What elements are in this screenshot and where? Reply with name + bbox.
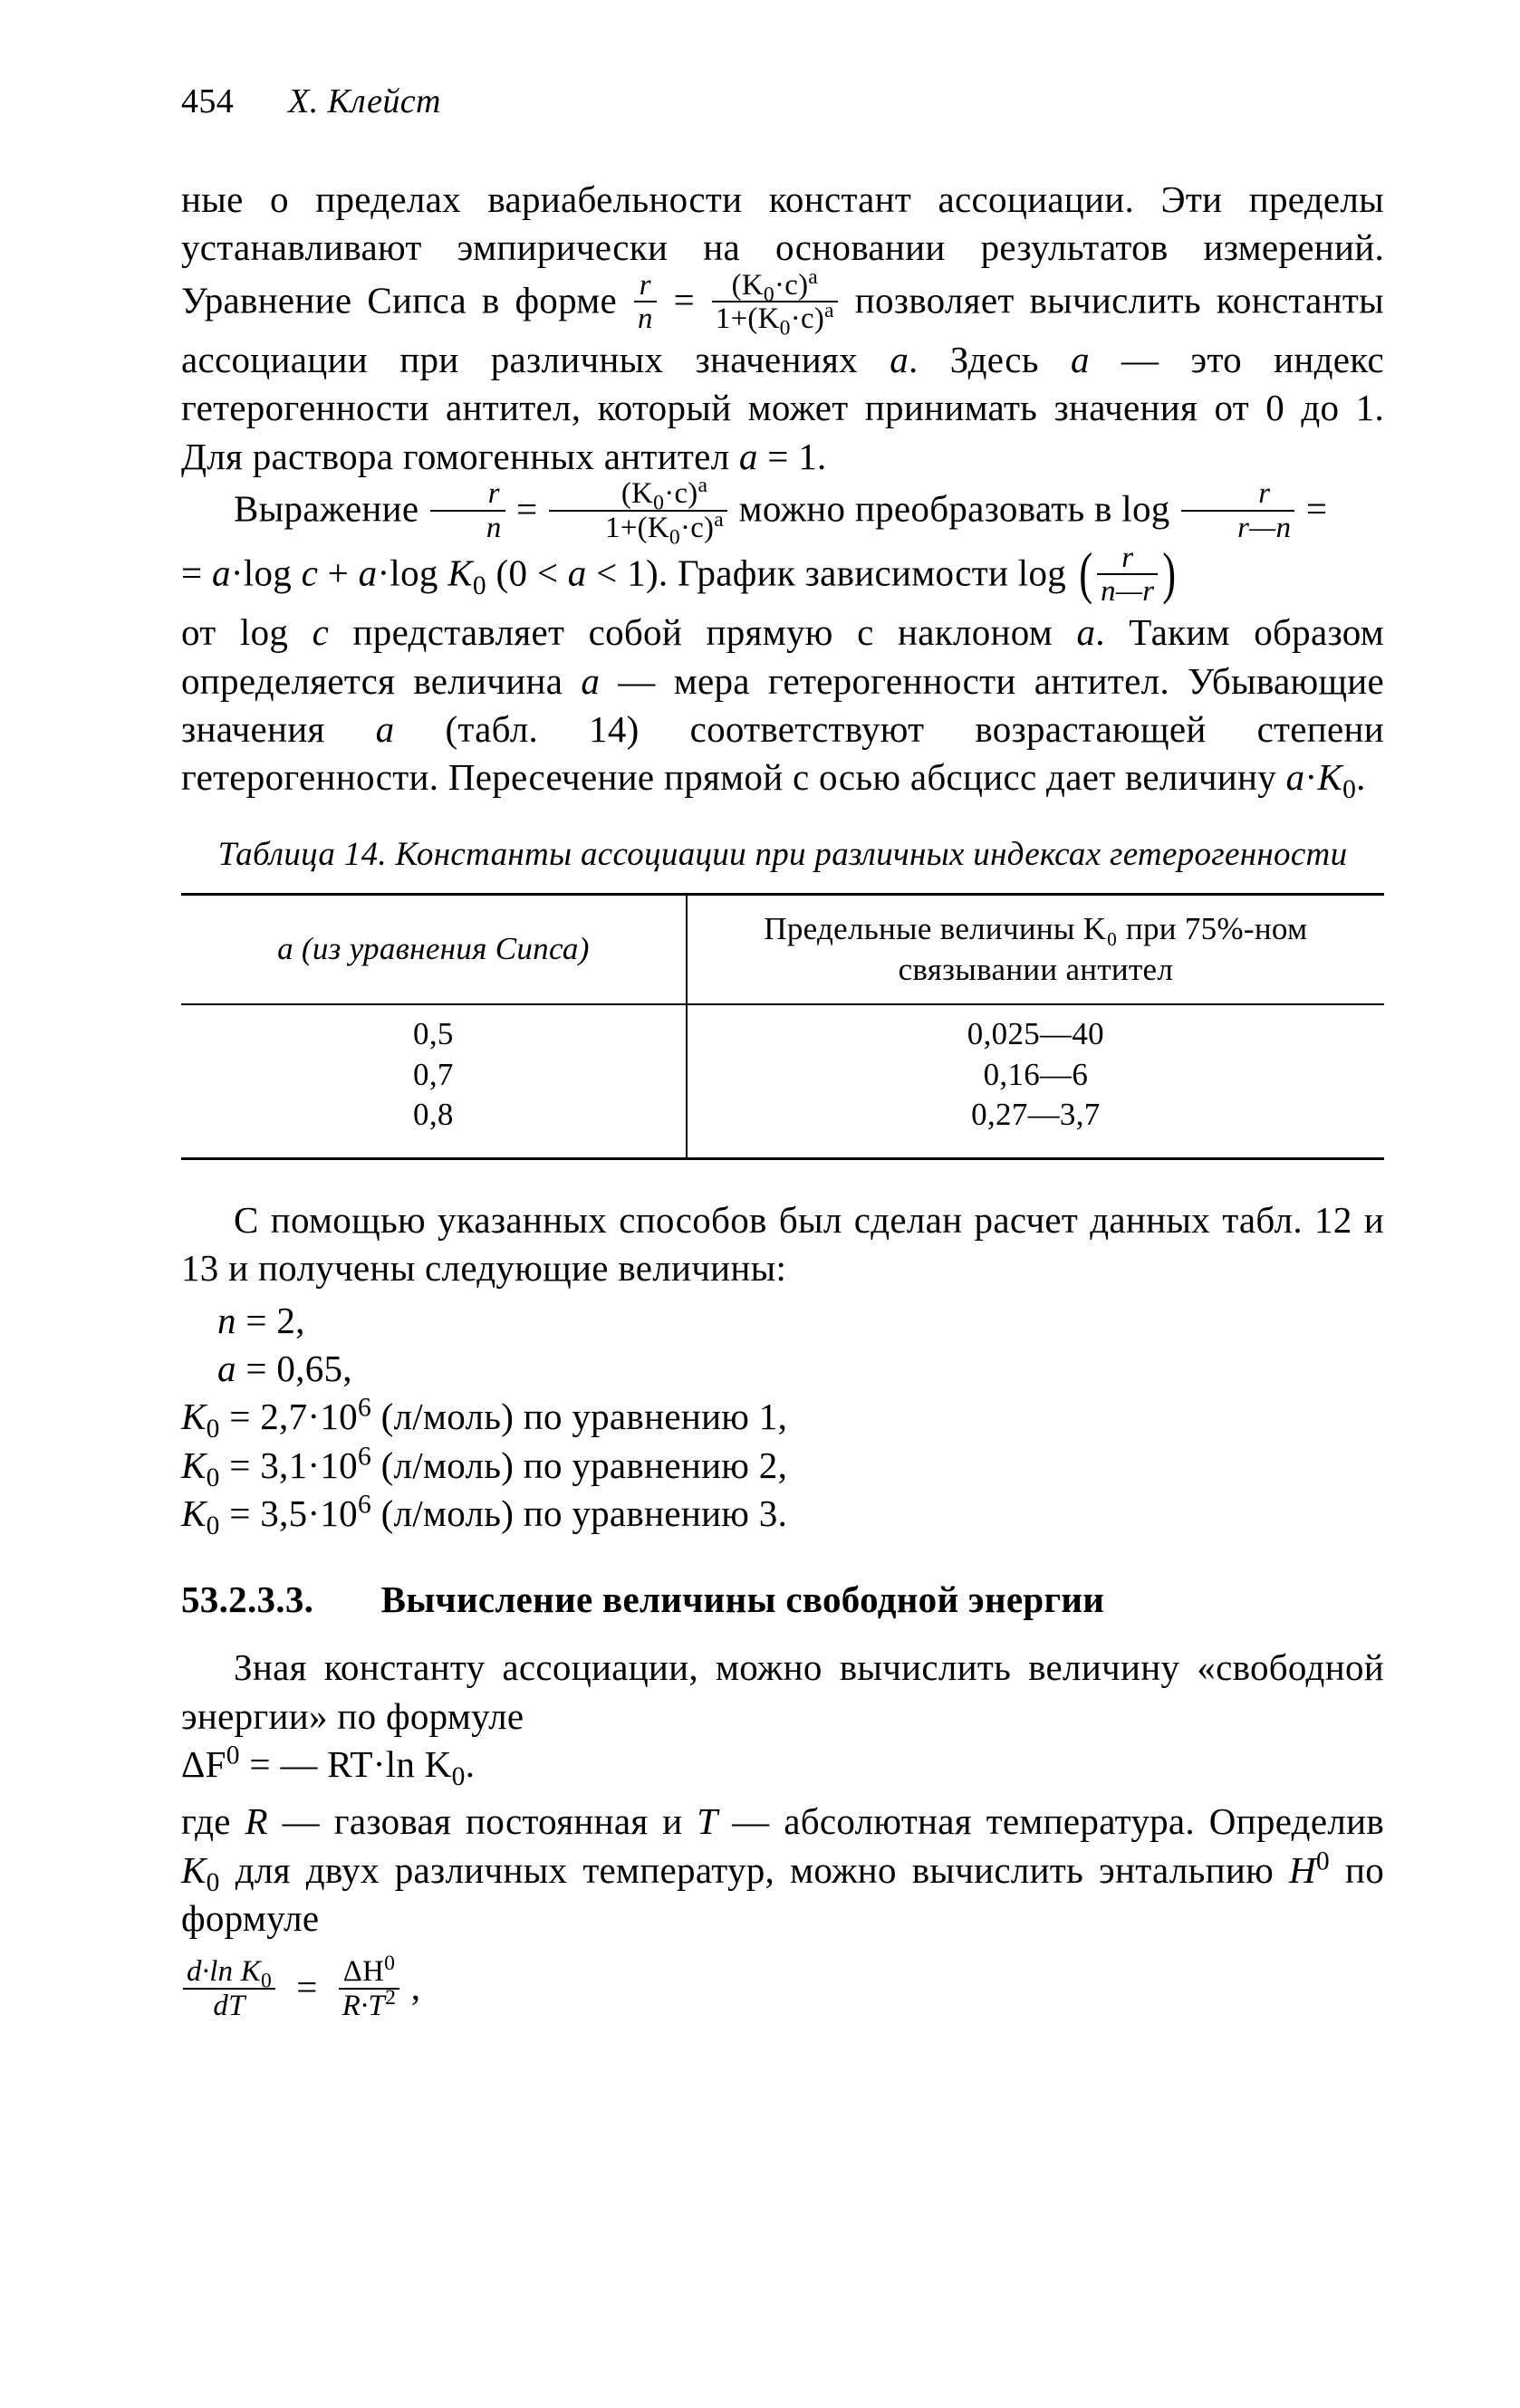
p2-seg-i: от log: [181, 611, 313, 653]
sym-H0: H: [1289, 1849, 1316, 1891]
sym-K0: K: [1317, 756, 1342, 798]
section-title: Вычисление величины свободной энергии: [381, 1578, 1105, 1620]
sym-a: a: [1076, 611, 1095, 653]
paragraph-2: Выражение r n = (K0·c)a 1+(K0·c)a можно …: [181, 481, 1384, 545]
p2-seg-f: +: [318, 552, 359, 593]
results-list: n = 2, a = 0,65, K0 = 2,7·106 (л/моль) п…: [181, 1297, 1384, 1538]
frac-sips-rhs: (K0·c)a 1+(K0·c)a: [712, 271, 838, 335]
frac-num: r: [634, 271, 657, 302]
page-number: 454: [181, 82, 234, 120]
table-header-k0: Предельные величины K₀ при 75%-ном связы…: [687, 894, 1384, 1004]
p2-seg-n: ·: [1304, 756, 1317, 798]
section-heading: 53.2.3.3. Вычисление величины свободной …: [181, 1576, 1384, 1624]
paragraph-1: ные о пределах вариабельности констант а…: [181, 176, 1384, 481]
enthalpy-lhs: d·ln K0 dT = ΔH0 R·T2 ,: [181, 1966, 420, 2008]
result-k0-3: K0 = 3,5·106 (л/моль) по уравнению 3.: [181, 1490, 1384, 1538]
sym-a: a: [1286, 756, 1305, 798]
a-range: (0 < a < 1: [496, 552, 646, 593]
cell-line: 0,16—6: [697, 1055, 1375, 1096]
result-n: n = 2,: [181, 1297, 1384, 1345]
sips-equation-inline-2: r n = (K0·c)a 1+(K0·c)a: [428, 488, 739, 530]
sym-a: a: [1071, 339, 1090, 380]
frac-r-over-n-2: r n: [430, 479, 505, 543]
frac-num: (K0·c)a: [712, 271, 838, 302]
cell-line: 0,7: [190, 1055, 677, 1096]
log-r-over-n-r: ( r n—r ): [1076, 552, 1179, 593]
p2-seg-b: можно преобразовать в log: [739, 488, 1170, 530]
cell-line: 0,025—40: [697, 1014, 1375, 1055]
frac-dH0-RT2: ΔH0 R·T2: [339, 1957, 399, 2021]
sym-a: a: [359, 552, 378, 593]
close-paren-icon: ): [1163, 556, 1177, 590]
p2-seg-h: ). График зависимости log: [646, 552, 1066, 593]
sym-a: a: [376, 708, 395, 750]
sym-R: R: [245, 1800, 268, 1842]
sym-c: c: [302, 552, 319, 593]
p2-seg-g: ·log: [377, 552, 447, 593]
paragraph-2c: от log c представляет собой прямую с нак…: [181, 609, 1384, 801]
table-14: a (из уравнения Сипса) Предельные величи…: [181, 893, 1384, 1160]
sym-a: a: [581, 660, 600, 702]
cell-line: 0,5: [190, 1014, 677, 1055]
section-number: 53.2.3.3.: [181, 1576, 371, 1624]
p1-seg-e: = 1.: [758, 436, 827, 477]
frac-r-over-n: r n: [634, 271, 657, 335]
sym-c: c: [313, 611, 330, 653]
p1-seg-c: . Здесь: [909, 339, 1071, 380]
cell-line: 0,8: [190, 1095, 677, 1136]
running-head: 454 Х. Клейст: [181, 82, 1384, 121]
frac-dlnK0-dT: d·ln K0 dT: [183, 1957, 275, 2021]
sym-K0: K: [181, 1849, 207, 1891]
paragraph-3: С помощью указанных способов был сделан …: [181, 1196, 1384, 1293]
frac-sips-rhs-2: (K0·c)a 1+(K0·c)a: [549, 479, 727, 543]
sym-T: T: [697, 1800, 717, 1842]
result-a: a = 0,65,: [181, 1345, 1384, 1393]
page-author: Х. Клейст: [288, 82, 441, 120]
result-k0-2: K0 = 3,1·106 (л/моль) по уравнению 2,: [181, 1442, 1384, 1490]
table-header-row: a (из уравнения Сипса) Предельные величи…: [181, 894, 1384, 1004]
body-text: ные о пределах вариабельности констант а…: [181, 176, 1384, 2023]
equation-enthalpy: d·ln K0 dT = ΔH0 R·T2 ,: [181, 1959, 1384, 2023]
page: 454 Х. Клейст ные о пределах вариабельно…: [0, 0, 1520, 2408]
sym-a: a: [890, 339, 909, 380]
p5-seg-d: для двух различных температур, можно выч…: [220, 1849, 1289, 1891]
p2-seg-j: представляет собой прямую с наклоном: [329, 611, 1076, 653]
table-body-row: 0,5 0,7 0,8 0,025—40 0,16—6 0,27—3,7: [181, 1004, 1384, 1159]
table-14-caption: Таблица 14. Константы ассоциации при раз…: [181, 834, 1384, 876]
paragraph-4: Зная константу ассоциации, можно вычисли…: [181, 1644, 1384, 1741]
sym-K0-sub: 0: [1342, 775, 1356, 804]
p5-seg-a: где: [181, 1800, 245, 1842]
p2-seg-a: Выражение: [234, 488, 428, 530]
frac-den: 1+(K0·c)a: [712, 301, 838, 334]
p2-seg-e: ·log: [231, 552, 302, 593]
frac-den: n: [634, 301, 657, 334]
table-cell-a: 0,5 0,7 0,8: [181, 1004, 687, 1159]
p5-seg-c: — абсолютная температура. Определив: [717, 1800, 1384, 1842]
table-cell-k0: 0,025—40 0,16—6 0,27—3,7: [687, 1004, 1384, 1159]
p2-seg-d: =: [181, 552, 212, 593]
result-k0-1: K0 = 2,7·106 (л/моль) по уравнению 1,: [181, 1393, 1384, 1441]
paragraph-2b: = a·log c + a·log K0 (0 < a < 1). График…: [181, 545, 1384, 609]
sym-a: a: [212, 552, 231, 593]
sips-equation-inline: r n = (K0·c)a 1+(K0·c)a: [632, 279, 855, 321]
table-header-a: a (из уравнения Сипса): [181, 894, 687, 1004]
equation-deltaF: ΔF0 = — RT·ln K0.: [181, 1741, 1384, 1789]
p5-seg-b: — газовая постоянная и: [268, 1800, 697, 1842]
frac-r-over-r-n: r r—n: [1181, 479, 1294, 543]
open-paren-icon: (: [1079, 556, 1092, 590]
paragraph-5: где R — газовая постоянная и T — абсолют…: [181, 1798, 1384, 1943]
sym-K0-sub: 0: [473, 571, 486, 600]
frac-r-over-n-r: r n—r: [1097, 543, 1158, 608]
p2-seg-c: =: [1306, 488, 1327, 530]
cell-line: 0,27—3,7: [697, 1095, 1375, 1136]
sym-K0: K: [447, 552, 473, 593]
log-r-over-r-n: r r—n: [1179, 488, 1306, 530]
sym-a: a: [739, 436, 758, 477]
